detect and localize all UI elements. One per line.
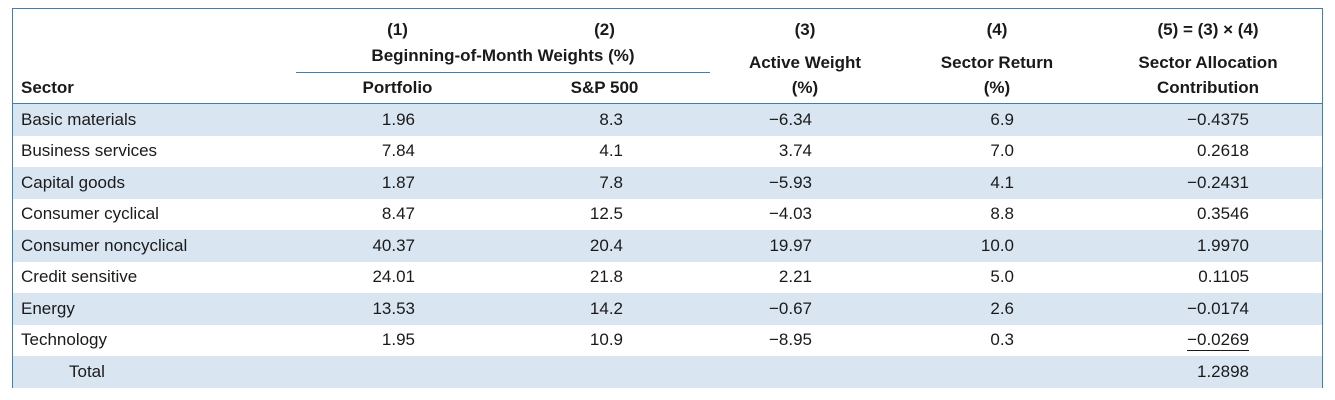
allocation-contribution: 0.1105 [1198, 267, 1249, 287]
allocation-contribution: −0.2431 [1094, 167, 1322, 199]
sector-name: Consumer noncyclical [13, 230, 296, 262]
active-weight: 2.21 [778, 267, 812, 287]
allocation-contribution: 0.2618 [1197, 141, 1249, 161]
sector-allocation-table: (1) (2) (3) (4) (5) = (3) × (4) Beginnin… [13, 9, 1322, 388]
empty-cell [296, 356, 499, 388]
sector-return-unit: (%) [900, 72, 1094, 104]
sector-header: Sector [13, 72, 296, 104]
sector-name: Basic materials [13, 103, 296, 136]
portfolio-weight: 8.47 [381, 204, 415, 224]
table-row: Basic materials 1.96 8.3 −6.34 6.9 −0.43… [13, 103, 1322, 136]
sector-return: 5.0 [990, 267, 1014, 287]
header-blank [13, 9, 296, 40]
portfolio-weight: 24.01 [372, 267, 415, 287]
sector-name: Business services [21, 141, 158, 161]
col-number-3: (3) [794, 20, 816, 39]
sector-name: Consumer cyclical [21, 204, 159, 224]
active-weight: −8.95 [768, 330, 812, 350]
empty-cell [900, 356, 1094, 388]
portfolio-header: Portfolio [296, 72, 499, 104]
active-weight: −4.03 [768, 204, 812, 224]
table-row: Credit sensitive 24.01 21.8 2.21 5.0 0.1… [13, 262, 1322, 294]
table-header: (1) (2) (3) (4) (5) = (3) × (4) Beginnin… [13, 9, 1322, 104]
sector-allocation-header: Sector Allocation [1138, 52, 1278, 72]
allocation-contribution-cell: −0.0269 [1094, 325, 1322, 357]
active-weight-header: Active Weight [748, 52, 862, 72]
sp500-weight: 8.3 [499, 103, 710, 136]
contribution-header: Contribution [1094, 72, 1322, 104]
weights-group-header: Beginning-of-Month Weights (%) [296, 40, 710, 73]
table-row: Consumer cyclical 8.47 12.5 −4.03 8.8 0.… [13, 199, 1322, 231]
sp500-header: S&P 500 [499, 72, 710, 104]
sector-allocation-table-frame: (1) (2) (3) (4) (5) = (3) × (4) Beginnin… [12, 8, 1323, 388]
sp500-weight: 21.8 [589, 267, 623, 287]
allocation-contribution: −0.0269 [1187, 330, 1249, 352]
sector-return-header: Sector Return [940, 52, 1054, 72]
sector-return: 8.8 [990, 204, 1014, 224]
sector-name: Energy [13, 293, 296, 325]
sector-return: 10.0 [900, 230, 1094, 262]
sector-return: 6.9 [900, 103, 1094, 136]
active-weight: −6.34 [710, 103, 900, 136]
sp500-weight: 20.4 [499, 230, 710, 262]
sp500-weight: 14.2 [499, 293, 710, 325]
table-row: Energy 13.53 14.2 −0.67 2.6 −0.0174 [13, 293, 1322, 325]
sector-return: 0.3 [990, 330, 1014, 350]
sector-name: Technology [21, 330, 108, 350]
allocation-contribution: 1.9970 [1094, 230, 1322, 262]
col-number-5: (5) = (3) × (4) [1157, 20, 1259, 39]
sp500-weight: 7.8 [499, 167, 710, 199]
sector-return: 2.6 [900, 293, 1094, 325]
table-row: Consumer noncyclical 40.37 20.4 19.97 10… [13, 230, 1322, 262]
header-blank [13, 40, 296, 73]
sector-name: Credit sensitive [21, 267, 138, 287]
col-number-4: (4) [986, 20, 1008, 39]
table-row: Capital goods 1.87 7.8 −5.93 4.1 −0.2431 [13, 167, 1322, 199]
col-number-1: (1) [387, 20, 408, 39]
active-weight-unit: (%) [710, 72, 900, 104]
sector-return: 4.1 [900, 167, 1094, 199]
empty-cell [499, 356, 710, 388]
portfolio-weight: 1.96 [296, 103, 499, 136]
total-label: Total [13, 356, 296, 388]
sp500-weight: 10.9 [589, 330, 623, 350]
allocation-contribution: −0.4375 [1094, 103, 1322, 136]
active-weight: 19.97 [710, 230, 900, 262]
allocation-contribution: −0.0174 [1094, 293, 1322, 325]
table-body: Basic materials 1.96 8.3 −6.34 6.9 −0.43… [13, 103, 1322, 388]
empty-cell [710, 356, 900, 388]
total-row: Total 1.2898 [13, 356, 1322, 388]
portfolio-weight: 13.53 [296, 293, 499, 325]
total-contribution: 1.2898 [1094, 356, 1322, 388]
table-row: Business services 7.84 4.1 3.74 7.0 0.26… [13, 136, 1322, 168]
portfolio-weight: 1.87 [296, 167, 499, 199]
active-weight: −0.67 [710, 293, 900, 325]
sector-return: 7.0 [990, 141, 1014, 161]
sp500-weight: 12.5 [589, 204, 623, 224]
allocation-contribution: 0.3546 [1197, 204, 1249, 224]
portfolio-weight: 40.37 [296, 230, 499, 262]
active-weight: −5.93 [710, 167, 900, 199]
active-weight: 3.74 [778, 141, 812, 161]
sector-name: Capital goods [13, 167, 296, 199]
table-row: Technology 1.95 10.9 −8.95 0.3 −0.0269 [13, 325, 1322, 357]
portfolio-weight: 1.95 [381, 330, 415, 350]
portfolio-weight: 7.84 [381, 141, 415, 161]
sp500-weight: 4.1 [599, 141, 623, 161]
col-number-2: (2) [594, 20, 615, 39]
